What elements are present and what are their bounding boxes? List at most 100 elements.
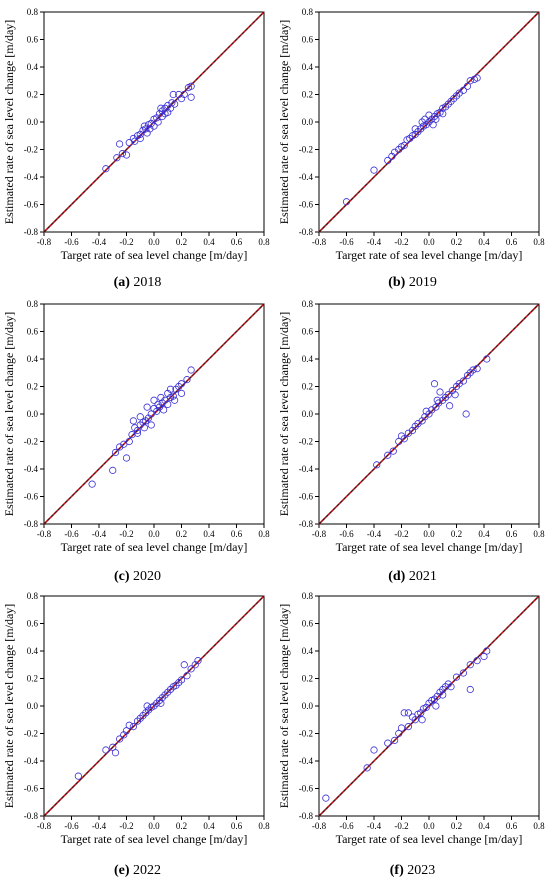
y-tick-label: 0.2 — [302, 382, 313, 392]
diagonal-dash-line — [318, 303, 540, 525]
y-axis-label: Estimated rate of sea level change [m/da… — [277, 312, 291, 517]
data-point — [129, 417, 137, 425]
x-tick-label: 0.0 — [148, 821, 160, 831]
data-point — [463, 371, 472, 380]
data-point — [411, 130, 419, 138]
y-tick-label: -0.8 — [299, 811, 314, 821]
data-point — [158, 112, 166, 121]
y-tick-label: -0.4 — [24, 756, 39, 766]
data-point — [439, 685, 447, 694]
data-point — [139, 712, 147, 720]
data-point — [441, 393, 450, 402]
x-tick-label: -0.2 — [394, 821, 408, 831]
x-tick-label: 0.6 — [506, 529, 518, 539]
data-point — [194, 657, 202, 665]
data-point — [444, 680, 452, 688]
x-tick-label: -0.8 — [312, 529, 327, 539]
data-point — [404, 723, 412, 731]
data-point — [158, 694, 166, 702]
data-point — [430, 380, 439, 388]
x-tick-label: 0.8 — [533, 529, 545, 539]
x-tick-label: -0.2 — [119, 237, 133, 247]
data-point — [397, 724, 406, 732]
x-tick-label: 0.6 — [506, 821, 518, 831]
data-point — [411, 125, 419, 133]
scatter-chart-2019: -0.8-0.8 -0.6 -0.6 -0.4 -0.4 -0.2 -0.2 0.0 0.0 0.… — [277, 7, 545, 262]
chart-panel-d: -0.8 -0.8 -0.6 -0.6 -0.4 -0.4 -0.2 -0.2 0.0 0.0 0.… — [275, 292, 550, 584]
y-tick-label: 0.4 — [27, 354, 39, 364]
data-point — [370, 166, 378, 174]
y-tick-label: -0.2 — [299, 729, 313, 739]
data-point — [116, 735, 124, 743]
data-point — [389, 447, 397, 455]
x-tick-label: -0.6 — [64, 237, 79, 247]
data-point — [168, 99, 176, 107]
scatter-chart-2021: -0.8-0.8 -0.6 -0.6 -0.4 -0.4 -0.2 -0.2 0.0 0.0 0.… — [277, 299, 545, 554]
data-point — [131, 137, 139, 145]
y-tick-label: 0.8 — [302, 7, 314, 17]
caption-d: (d) 2021 — [388, 569, 437, 584]
data-point — [169, 90, 177, 99]
data-point — [142, 709, 150, 717]
y-tick-label: -0.6 — [24, 492, 39, 502]
data-point — [469, 366, 477, 374]
y-tick-label: 0.0 — [27, 701, 39, 711]
y-tick-label: -0.2 — [299, 437, 313, 447]
data-point — [140, 424, 148, 432]
data-point — [462, 410, 470, 418]
data-point — [418, 118, 426, 126]
y-tick-label: -0.4 — [299, 172, 314, 182]
data-point — [150, 702, 158, 710]
y-tick-label: -0.2 — [24, 145, 38, 155]
x-axis-label: Target rate of sea level change [m/day] — [336, 540, 523, 554]
data-point — [447, 683, 455, 691]
y-tick-label: 0.6 — [27, 619, 39, 629]
x-tick-label: 0.8 — [258, 237, 270, 247]
y-tick-label: -0.4 — [24, 464, 39, 474]
data-point — [342, 198, 351, 206]
data-point — [466, 369, 474, 377]
y-tick-label: -0.8 — [24, 227, 39, 237]
y-tick-label: -0.8 — [24, 811, 39, 821]
data-point — [433, 396, 441, 404]
data-point — [473, 657, 481, 665]
data-point — [436, 688, 444, 696]
x-tick-label: 0.0 — [423, 529, 435, 539]
y-tick-label: 0.8 — [302, 299, 314, 309]
data-point — [133, 429, 142, 437]
x-tick-label: 0.8 — [533, 821, 545, 831]
data-point — [158, 399, 166, 407]
data-point — [164, 688, 172, 696]
data-point — [177, 676, 186, 684]
x-tick-label: 0.2 — [451, 821, 462, 831]
x-axis-label: Target rate of sea level change [m/day] — [61, 832, 248, 846]
diagonal-dash-line — [318, 11, 540, 233]
data-point — [459, 377, 467, 385]
y-tick-label: -0.6 — [24, 784, 39, 794]
data-point — [177, 380, 186, 388]
data-point — [187, 665, 195, 673]
data-point — [473, 74, 481, 82]
data-point — [113, 154, 121, 162]
y-tick-label: -0.4 — [24, 172, 39, 182]
data-point — [175, 382, 183, 391]
data-point — [384, 451, 392, 459]
x-tick-label: 0.8 — [533, 237, 545, 247]
data-point — [154, 400, 162, 408]
x-tick-label: -0.2 — [394, 237, 408, 247]
data-point — [175, 679, 183, 687]
data-point — [125, 721, 133, 729]
data-point — [444, 100, 452, 108]
data-point — [452, 673, 461, 681]
data-point — [391, 736, 399, 744]
caption-b: (b) 2019 — [388, 275, 437, 290]
x-tick-label: -0.4 — [367, 821, 382, 831]
y-axis-label: Estimated rate of sea level change [m/da… — [277, 20, 291, 225]
data-point — [157, 699, 165, 707]
data-point — [183, 376, 191, 384]
data-point — [143, 403, 151, 411]
data-point — [187, 366, 195, 374]
y-tick-label: -0.4 — [299, 756, 314, 766]
data-point — [161, 691, 169, 699]
data-point — [473, 365, 481, 373]
